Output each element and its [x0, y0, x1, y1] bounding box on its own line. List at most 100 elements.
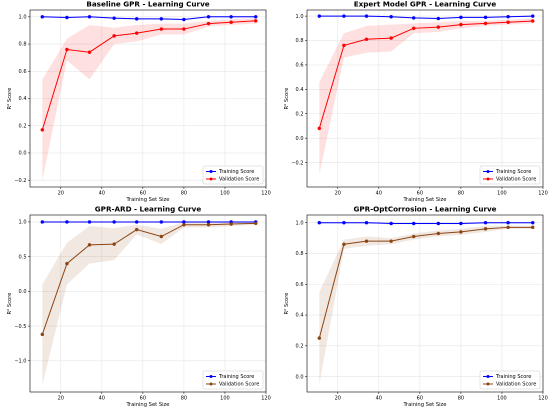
data-point-training — [65, 220, 69, 224]
chart-title: GPR-OptCorrosion - Learning Curve — [353, 205, 496, 214]
y-axis-label: R² Score — [284, 293, 290, 315]
data-point-training — [229, 15, 233, 19]
data-point-validation — [317, 126, 322, 131]
data-point-validation — [342, 43, 346, 48]
data-point-validation — [436, 25, 441, 29]
data-point-validation — [206, 21, 211, 26]
y-tick-label: 0.6 — [296, 282, 304, 288]
data-point-training — [317, 220, 322, 225]
data-point-validation — [411, 234, 416, 239]
y-tick-label: 1.0 — [19, 220, 27, 226]
x-tick-label: 60 — [417, 396, 423, 402]
y-tick-label: 0.2 — [296, 111, 304, 117]
data-point-validation — [40, 332, 45, 337]
legend-marker — [209, 177, 213, 181]
x-tick-label: 120 — [538, 191, 548, 197]
data-point-training — [436, 16, 441, 21]
data-point-training — [506, 14, 510, 19]
x-tick-label: 20 — [58, 191, 64, 197]
legend-label: Training Score — [495, 374, 531, 380]
confidence-band-validation — [42, 221, 256, 386]
chart-title: Baseline GPR - Learning Curve — [86, 0, 209, 9]
legend-label: Validation Score — [496, 177, 536, 183]
x-tick-label: 60 — [140, 396, 146, 402]
data-point-training — [411, 16, 416, 20]
y-tick-label: 1.0 — [296, 220, 304, 226]
series-line-validation — [318, 226, 533, 339]
x-axis-label: Training Set Size — [126, 402, 170, 408]
legend-marker — [486, 382, 490, 386]
data-point-validation — [229, 222, 233, 226]
legend-marker — [486, 177, 490, 181]
x-tick-label: 40 — [99, 396, 105, 402]
series-line-training — [319, 222, 533, 224]
data-point-training — [182, 17, 186, 22]
data-point-training — [389, 221, 393, 226]
data-point-training — [342, 220, 346, 225]
data-point-training — [159, 220, 164, 224]
legend-label: Training Score — [495, 169, 531, 175]
data-point-validation — [65, 261, 69, 266]
data-point-validation — [389, 36, 393, 40]
series-line-validation — [318, 20, 533, 129]
y-tick-label: 0.8 — [19, 42, 27, 48]
y-tick-label: 0.4 — [19, 96, 27, 102]
y-tick-label: 0.8 — [296, 38, 304, 44]
x-tick-label: 80 — [458, 396, 464, 402]
confidence-band-validation — [319, 225, 533, 385]
data-point-training — [40, 15, 45, 19]
x-tick-label: 100 — [497, 191, 507, 197]
x-tick-label: 40 — [376, 396, 382, 402]
legend-label: Validation Score — [496, 382, 536, 388]
data-point-training — [112, 16, 116, 20]
plot-frame — [306, 214, 544, 393]
data-point-validation — [87, 50, 92, 54]
data-point-validation — [206, 222, 211, 227]
data-point-validation — [342, 242, 346, 246]
legend-box — [479, 165, 541, 185]
data-point-training — [134, 220, 139, 224]
data-point-training — [317, 14, 322, 18]
series-line-training — [42, 16, 256, 21]
legend: Training Score Validation Score — [202, 165, 264, 185]
data-point-validation — [134, 31, 139, 35]
data-point-validation — [182, 27, 186, 31]
data-point-training — [483, 220, 488, 225]
data-point-validation — [530, 19, 535, 23]
series-line-validation — [41, 222, 256, 335]
data-point-training — [411, 221, 416, 226]
data-point-validation — [483, 227, 488, 231]
y-tick-label: −0.2 — [291, 160, 303, 166]
data-point-training — [159, 17, 164, 21]
x-tick-label: 100 — [220, 396, 230, 402]
legend-marker — [209, 382, 213, 386]
legend-label: Training Score — [218, 169, 254, 175]
data-point-training — [506, 220, 510, 225]
data-point-validation — [436, 231, 441, 236]
y-tick-label: −0.5 — [14, 324, 26, 330]
data-point-training — [342, 14, 346, 18]
data-point-training — [389, 14, 393, 19]
legend-box — [202, 165, 264, 185]
x-tick-label: 80 — [181, 396, 187, 402]
legend-label: Training Score — [218, 374, 254, 380]
x-tick-label: 80 — [181, 191, 187, 197]
plot-frame — [306, 9, 544, 188]
data-point-validation — [364, 37, 369, 42]
legend-marker — [486, 170, 490, 173]
data-point-training — [459, 221, 463, 226]
y-axis-label: R² Score — [7, 293, 13, 315]
y-tick-label: 0.5 — [19, 254, 27, 260]
series-line-validation — [41, 20, 256, 130]
legend-marker — [486, 375, 490, 378]
legend-marker — [209, 170, 213, 173]
legend-marker — [209, 375, 213, 378]
legend-box — [479, 370, 541, 390]
chart-title: GPR-ARD - Learning Curve — [95, 205, 202, 214]
chart-panel-3: 20 40 60 80 100 120 −1.0 −0.5 0.0 0.5 1.0 GPR-ARD -… — [7, 205, 271, 409]
x-tick-label: 120 — [538, 396, 548, 402]
x-tick-label: 40 — [99, 191, 105, 197]
data-point-training — [253, 15, 258, 19]
data-point-validation — [112, 34, 116, 38]
